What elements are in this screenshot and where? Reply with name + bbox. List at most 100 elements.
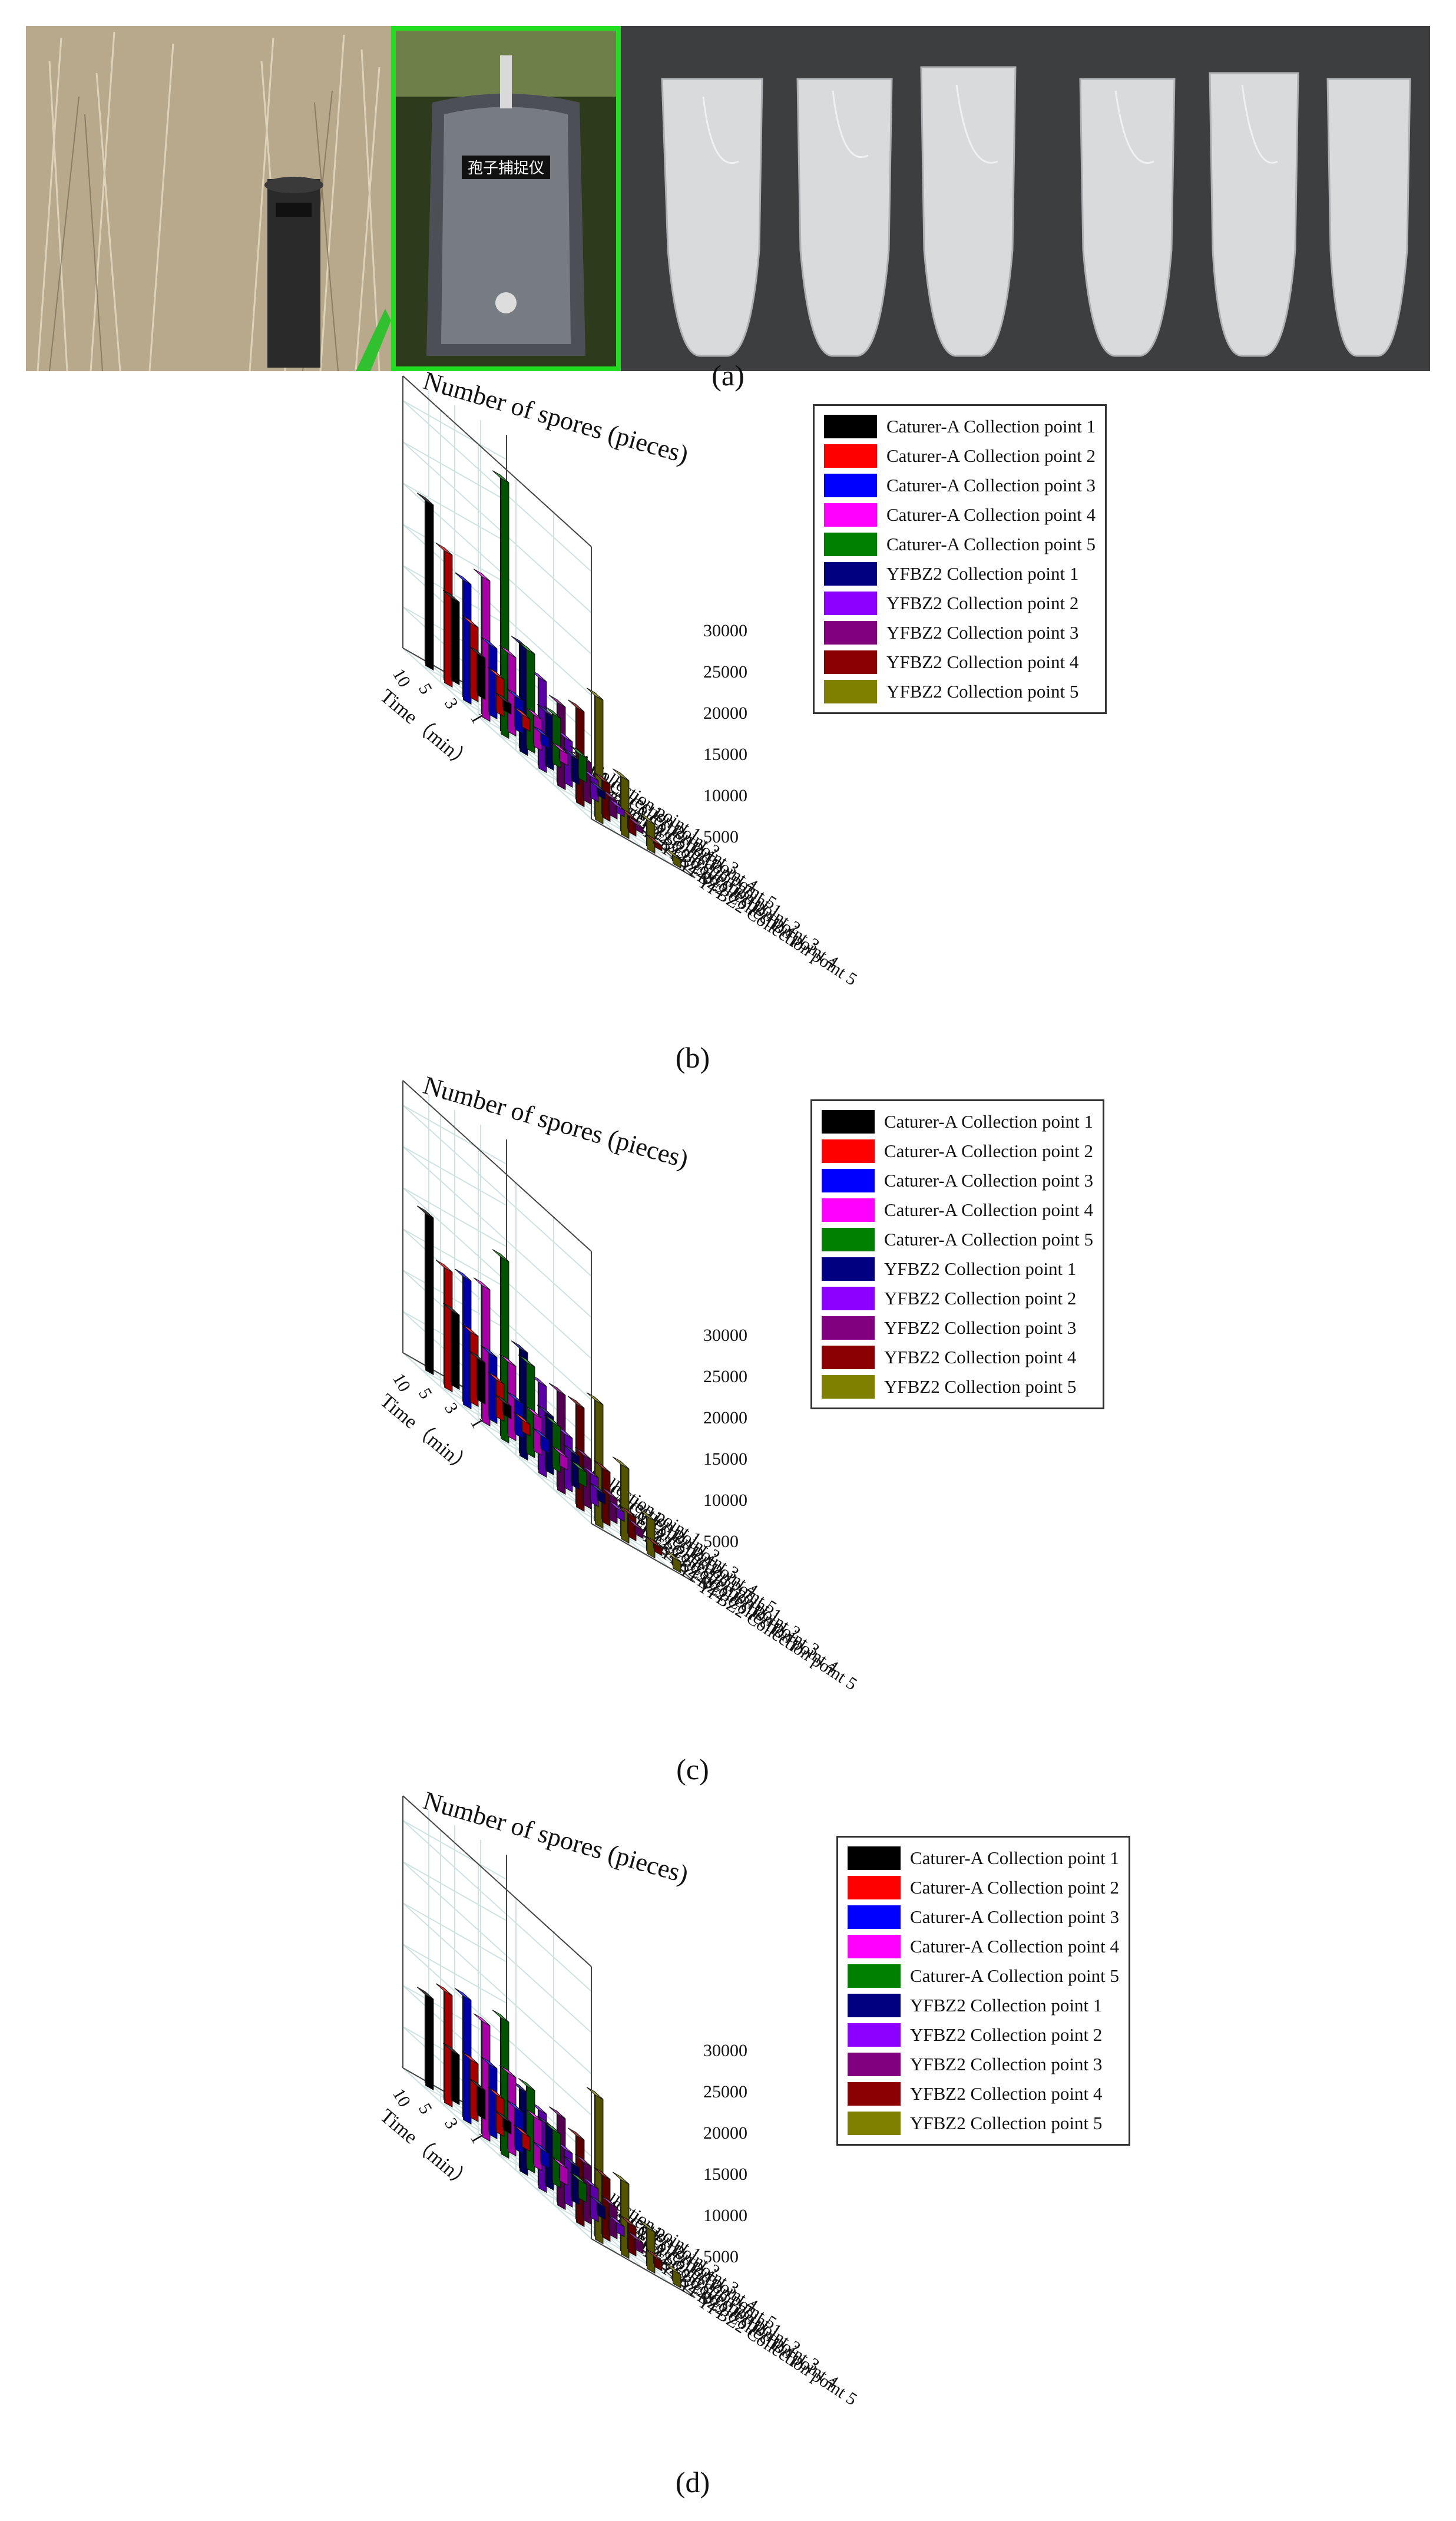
bar [416,1987,434,2091]
bar-top-face [442,1303,460,1316]
time-axis-title: Time（min） [376,2104,476,2194]
bar-top-face [619,2215,637,2228]
z-tick-label: 30000 [703,621,747,640]
bar-top-face [435,1983,453,1996]
legend-swatch [824,533,877,556]
bar-top-face [435,1260,453,1273]
bar-top-face [537,704,554,717]
bar-top-face [544,706,561,719]
bar [593,2167,611,2242]
bar-top-face [664,1549,681,1562]
chart-d-svg: 0 5000 10000 15000 20000 25000 30000 Number of … [376,1791,861,2409]
z-tick-label: 10000 [703,2206,747,2225]
legend-item: Caturer-A Collection point 2 [824,441,1096,471]
legend-item: YFBZ2 Collection point 2 [848,2020,1119,2050]
bar-top-face [586,2087,604,2100]
bar-top-face [551,741,568,755]
bar [454,1268,472,1410]
bar [537,704,554,771]
bar [525,707,542,752]
axis-line [591,2238,696,2298]
bar-top-face [518,2078,535,2091]
bar [435,1260,453,1393]
bar-top-face [588,2195,606,2208]
legend-label: YFBZ2 Collection point 2 [884,1288,1077,1309]
legend-item: Caturer-A Collection point 4 [824,500,1096,530]
legend-label: Caturer-A Collection point 5 [884,1229,1093,1250]
legend-label: Caturer-A Collection point 2 [910,1877,1119,1898]
bar [612,768,630,840]
bar-top-face [468,2078,486,2091]
bar [442,1303,460,1390]
bar-top-face [607,1499,625,1513]
legend-swatch [824,503,877,527]
legend-item: YFBZ2 Collection point 5 [822,1372,1093,1402]
bar-top-face [588,779,606,793]
bar-top-face [570,2172,587,2185]
legend-swatch [822,1198,875,1222]
bar [513,2124,531,2152]
bar-top-face [612,1456,630,1469]
legend-swatch [822,1228,875,1251]
bar-side-face [425,1994,434,2091]
bar [562,1444,580,1491]
bar [506,688,524,735]
legend-label: Caturer-A Collection point 4 [884,1200,1093,1220]
bar [435,543,453,688]
bar-top-face [494,692,512,705]
legend-item: YFBZ2 Collection point 1 [824,559,1096,589]
axis-line [591,1523,696,1583]
bar-top-face [567,2127,585,2140]
bar-top-face [492,2010,509,2023]
legend-item: Caturer-A Collection point 5 [848,1961,1119,1991]
bar-top-face [532,1427,550,1440]
legend-swatch [822,1287,875,1310]
bar-top-face [588,1482,606,1495]
legend-label: YFBZ2 Collection point 1 [884,1258,1077,1279]
z-tick-label: 20000 [703,703,747,723]
legend-item: Caturer-A Collection point 1 [848,1843,1119,1873]
bar-top-face [570,745,587,758]
bar [551,1445,568,1471]
legend-label: Caturer-A Collection point 4 [910,1936,1119,1957]
bar [581,1465,599,1508]
z-tick-label: 0 [703,868,712,888]
bar [468,646,486,701]
bar-top-face [461,1324,479,1337]
legend-swatch [824,562,877,586]
bar-top-face [454,1268,472,1281]
bar-side-face [425,500,434,671]
bar-top-face [525,2109,542,2122]
chart-b: 0 5000 10000 15000 20000 25000 30000 Number of … [0,371,1456,1066]
legend-swatch [822,1375,875,1399]
bar-top-face [664,847,681,860]
bar-top-face [593,2167,611,2180]
legend-label: YFBZ2 Collection point 3 [884,1317,1077,1338]
panel-label-d: (d) [675,2466,710,2499]
legend-item: Caturer-A Collection point 1 [824,412,1096,441]
legend-item: Caturer-A Collection point 4 [848,1932,1119,1961]
time-axis-title: Time（min） [376,1389,476,1479]
panel-label-a: (a) [712,359,744,392]
bar-top-face [492,1249,509,1262]
panel-label-c: (c) [676,1753,709,1786]
bar-top-face [567,1396,585,1409]
bar [638,1508,656,1559]
bar [664,1549,681,1574]
legend-label: Caturer-A Collection point 4 [886,504,1096,525]
bar [570,1460,587,1488]
legend-item: Caturer-A Collection point 4 [822,1195,1093,1225]
legend-swatch [822,1257,875,1281]
bar [570,2172,587,2203]
legend-item: YFBZ2 Collection point 4 [848,2079,1119,2109]
bar-top-face [645,1535,663,1549]
bar-top-face [499,2065,517,2078]
bar [454,1988,472,2125]
bar-top-face [537,1405,554,1418]
bar [664,2262,681,2289]
bar [607,798,625,818]
bar-side-face [425,1212,434,1376]
z-tick-label: 0 [703,1573,712,1592]
bar-top-face [480,1345,498,1358]
legend-label: YFBZ2 Collection point 4 [910,2083,1103,2104]
